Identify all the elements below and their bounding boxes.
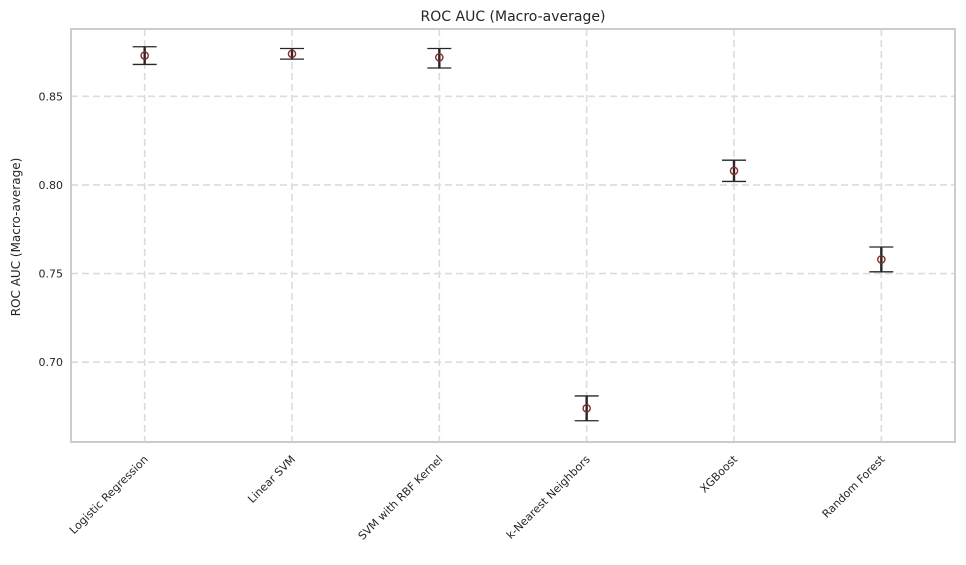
x-tick-label: XGBoost bbox=[698, 452, 741, 495]
y-tick-labels: 0.70 0.75 0.80 0.85 bbox=[39, 90, 64, 369]
data-point bbox=[287, 49, 297, 59]
plot-frame bbox=[70, 28, 956, 443]
data-point bbox=[729, 166, 739, 176]
grid-lines bbox=[71, 29, 955, 442]
y-tick-label: 0.80 bbox=[39, 179, 64, 192]
x-tick-label: Logistic Regression bbox=[67, 453, 151, 537]
chart-title: ROC AUC (Macro-average) bbox=[421, 9, 606, 25]
data-point bbox=[435, 53, 444, 62]
x-tick-label: Random Forest bbox=[820, 452, 888, 520]
data-point bbox=[140, 51, 149, 60]
y-axis-label: ROC AUC (Macro-average) bbox=[9, 158, 23, 317]
data-point bbox=[877, 255, 886, 264]
x-tick-labels: Logistic Regression Linear SVM SVM with RB… bbox=[67, 452, 888, 542]
y-tick-label: 0.70 bbox=[39, 356, 64, 369]
x-tick-label: k-Nearest Neighbors bbox=[504, 453, 593, 542]
data-marks bbox=[132, 46, 894, 422]
data-point bbox=[582, 404, 591, 413]
y-tick-label: 0.75 bbox=[39, 268, 64, 281]
x-tick-label: Linear SVM bbox=[245, 453, 298, 506]
x-tick-label: SVM with RBF Kernel bbox=[356, 453, 446, 543]
y-tick-label: 0.85 bbox=[39, 90, 64, 103]
